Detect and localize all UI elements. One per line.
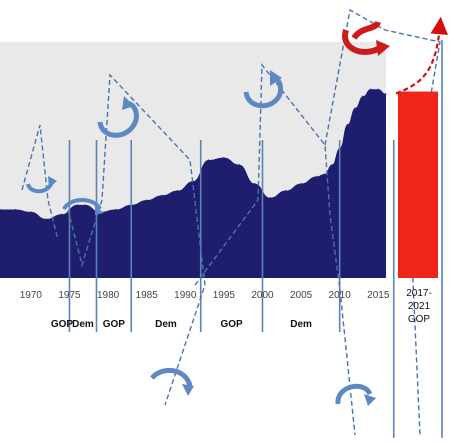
data-point [84,204,86,206]
data-point [323,173,325,175]
data-point [369,88,372,90]
data-point [377,88,379,90]
x-tick-label: 2005 [290,290,313,301]
period-label: Dem [72,319,94,330]
x-tick-label: 2015 [367,290,390,301]
data-point [176,190,179,192]
period-labels: GOP Dem GOP Dem GOP Dem [51,319,312,330]
data-point [315,175,318,178]
data-point [45,218,47,220]
x-tick-label: 1990 [174,290,197,301]
data-point [223,157,225,159]
dashed-line [194,63,356,436]
x-axis: 1970 1975 1980 1985 1990 1995 2000 2005 2010 2015 [20,290,390,301]
data-point [14,208,17,211]
data-point [354,107,356,109]
period-label: GOP [220,319,243,330]
data-point [61,213,63,215]
data-point [362,95,364,97]
curl-arrow-icon [62,198,104,215]
period-label: GOP [51,319,74,330]
curl-arrow-icon [97,96,139,138]
data-point [146,199,148,201]
data-point [161,194,163,196]
x-tick-label: 2000 [251,290,274,301]
data-point [300,183,302,185]
data-point [115,208,117,211]
period-label: Dem [155,319,177,330]
curl-arrows [26,20,390,406]
data-point [30,211,32,213]
projection-arrow [395,16,449,95]
projection-label: 2017-2021 GOP [406,288,432,325]
curl-arrow-icon [243,70,283,109]
projection-bar [398,91,438,278]
data-point [76,204,78,206]
data-point [269,197,271,199]
dashed-line [21,124,59,241]
curl-arrow-icon [26,176,57,194]
x-tick-label: 1980 [97,290,120,301]
data-point [254,183,256,185]
data-point [346,124,348,126]
period-label: Dem [290,319,312,330]
data-point [385,93,387,95]
curl-arrow-icon [150,368,194,396]
curl-arrow-red-icon [342,20,390,56]
data-point [207,159,210,161]
data-point [331,164,333,166]
x-tick-label: 1985 [136,290,159,301]
projection-layer: 2017-2021 GOP [395,16,449,325]
dashed-line [67,73,206,406]
data-point [238,164,240,166]
data-point [0,208,1,211]
x-tick-label: 1970 [20,290,43,301]
data-point [285,190,287,192]
x-tick-label: 2010 [329,290,352,301]
x-tick-label: 1995 [213,290,236,301]
period-label: GOP [103,319,126,330]
x-tick-label: 1975 [58,290,81,301]
curl-arrow-icon [335,383,376,406]
